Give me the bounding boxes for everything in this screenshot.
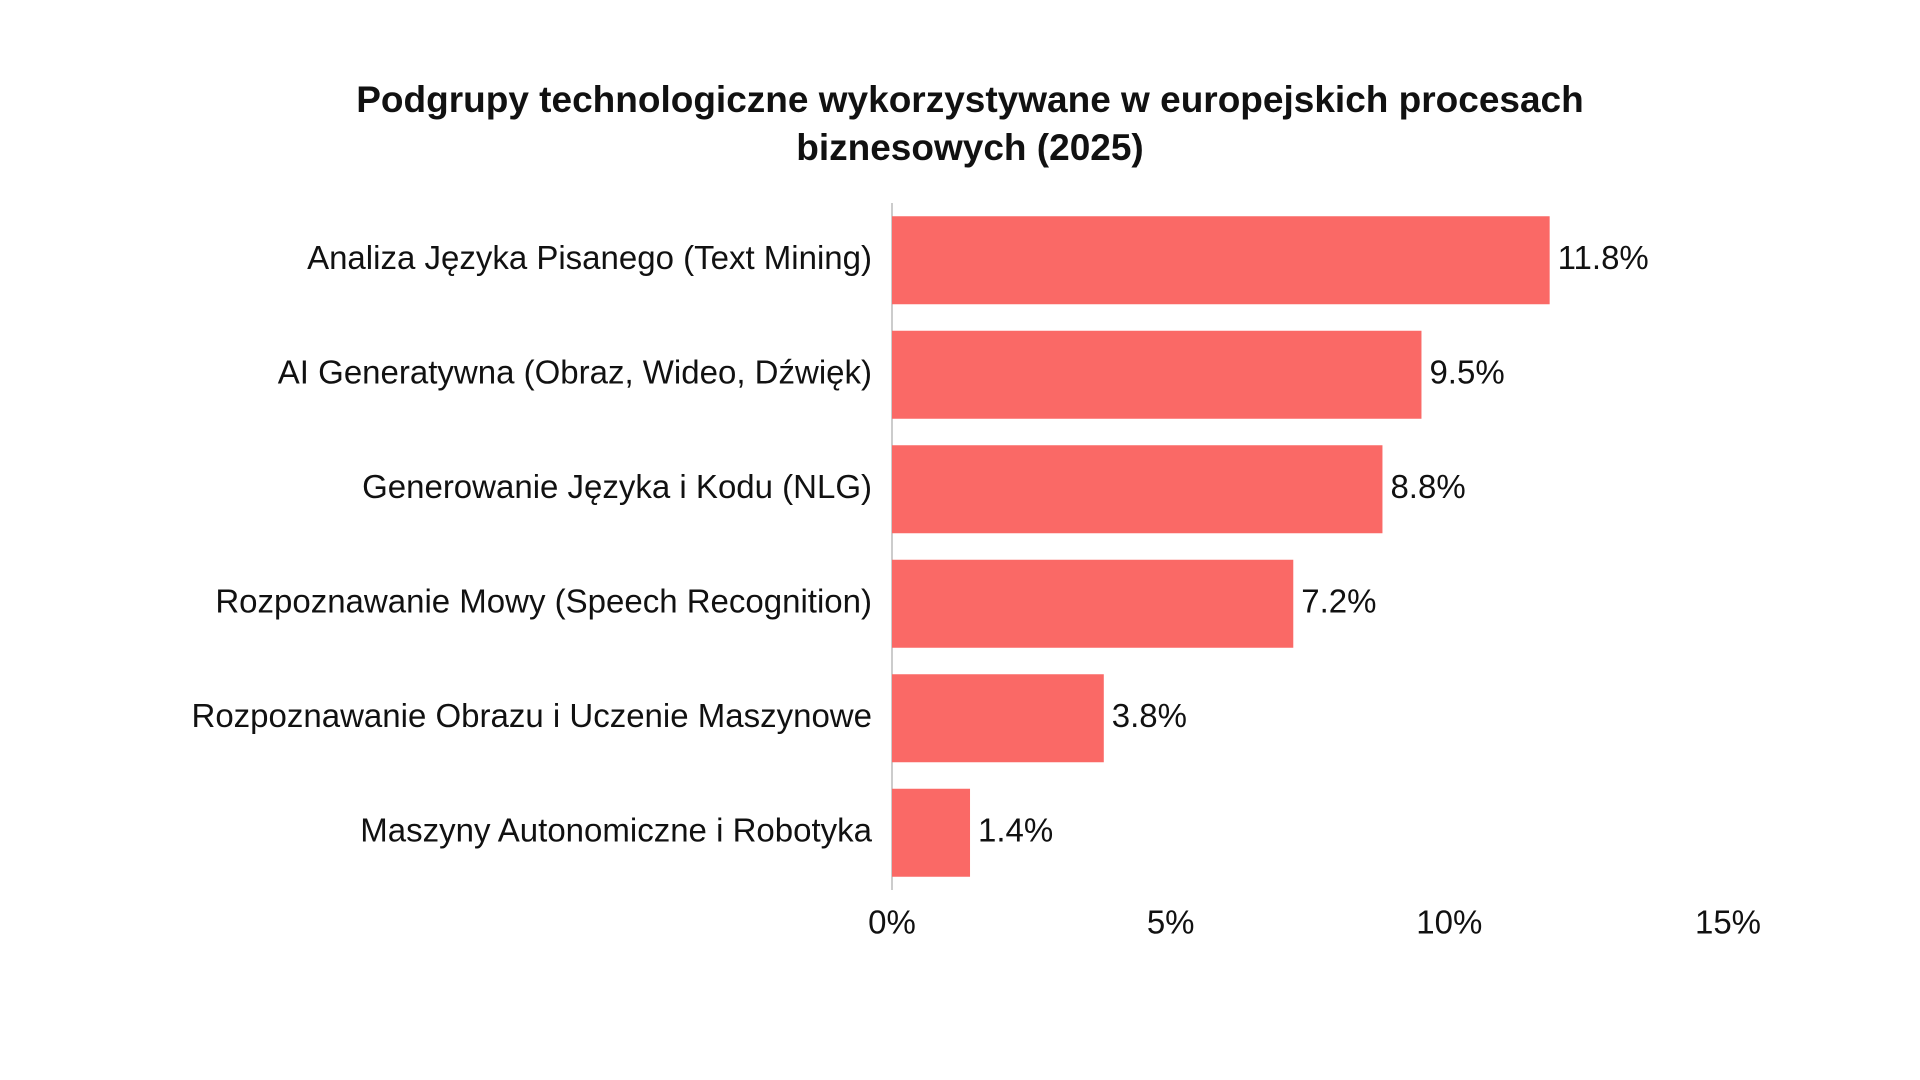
value-label: 11.8% <box>1558 239 1649 276</box>
value-label: 1.4% <box>978 811 1053 848</box>
y-tick-label: Rozpoznawanie Obrazu i Uczenie Maszynowe <box>192 697 873 734</box>
y-tick-label: Maszyny Autonomiczne i Robotyka <box>360 811 872 848</box>
y-tick-label: AI Generatywna (Obraz, Wideo, Dźwięk) <box>278 353 872 390</box>
bar <box>892 559 1294 648</box>
x-tick-label: 10% <box>1416 904 1482 941</box>
y-tick-label: Generowanie Języka i Kodu (NLG) <box>362 468 872 505</box>
bar <box>892 674 1104 763</box>
value-label: 8.8% <box>1390 468 1465 505</box>
x-tick-label: 0% <box>868 904 916 941</box>
bar <box>892 445 1383 534</box>
bar <box>892 330 1422 419</box>
bar <box>892 216 1550 305</box>
value-label: 3.8% <box>1112 697 1187 734</box>
chart-title: Podgrupy technologiczne wykorzystywane w… <box>356 79 1584 168</box>
x-tick-label: 15% <box>1695 904 1761 941</box>
y-tick-label: Analiza Języka Pisanego (Text Mining) <box>307 239 872 276</box>
x-tick-label: 5% <box>1147 904 1195 941</box>
value-label: 9.5% <box>1429 353 1504 390</box>
value-label: 7.2% <box>1301 582 1376 619</box>
y-tick-label: Rozpoznawanie Mowy (Speech Recognition) <box>215 582 872 619</box>
bar <box>892 788 971 877</box>
